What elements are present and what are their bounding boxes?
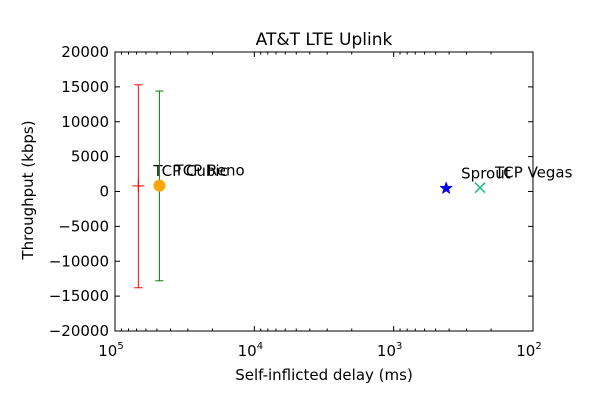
x-tick-label: 104	[238, 341, 263, 360]
y-tick-label: −5000	[58, 217, 109, 235]
x-tick-exponent: 5	[117, 341, 123, 352]
y-tick-label: 10000	[61, 113, 109, 131]
data-point	[474, 182, 486, 194]
data-point	[153, 179, 166, 192]
plot-frame	[114, 51, 534, 332]
x-tick-base: 10	[98, 342, 117, 360]
series-sprout: Sprout	[439, 164, 511, 195]
y-tick-label: 15000	[61, 78, 109, 96]
x-tick-label: 105	[98, 341, 123, 360]
series-tcp-cubic: TCP Cubic	[132, 84, 228, 289]
data-point	[439, 181, 454, 195]
y-tick-label: −10000	[49, 252, 109, 270]
x-tick-base: 10	[238, 342, 257, 360]
x-tick-exponent: 4	[257, 341, 263, 352]
series-tcp-reno: TCP Reno	[153, 90, 245, 282]
y-tick-label: 5000	[71, 148, 109, 166]
x-tick-base: 10	[516, 342, 535, 360]
x-tick-exponent: 3	[396, 341, 402, 352]
y-tick-label: 20000	[61, 43, 109, 61]
x-tick-label: 103	[377, 341, 402, 360]
x-tick-label: 102	[516, 341, 541, 360]
series-label: Sprout	[461, 164, 511, 182]
y-tick-label: 0	[99, 183, 109, 201]
x-axis-label: Self-inflicted delay (ms)	[235, 366, 413, 384]
y-tick-label: −20000	[49, 322, 109, 340]
x-tick-exponent: 2	[535, 341, 541, 352]
series-label: TCP Cubic	[152, 162, 228, 180]
ticks-layer: 20000 15000 10000 5000 0 −5000 −10000 −15000 −20…	[49, 43, 542, 360]
chart-title: AT&T LTE Uplink	[256, 30, 393, 50]
y-tick-label: −15000	[49, 287, 109, 305]
x-tick-base: 10	[377, 342, 396, 360]
series-label: TCP Reno	[173, 162, 244, 180]
y-axis-label: Throughput (kbps)	[19, 120, 37, 260]
